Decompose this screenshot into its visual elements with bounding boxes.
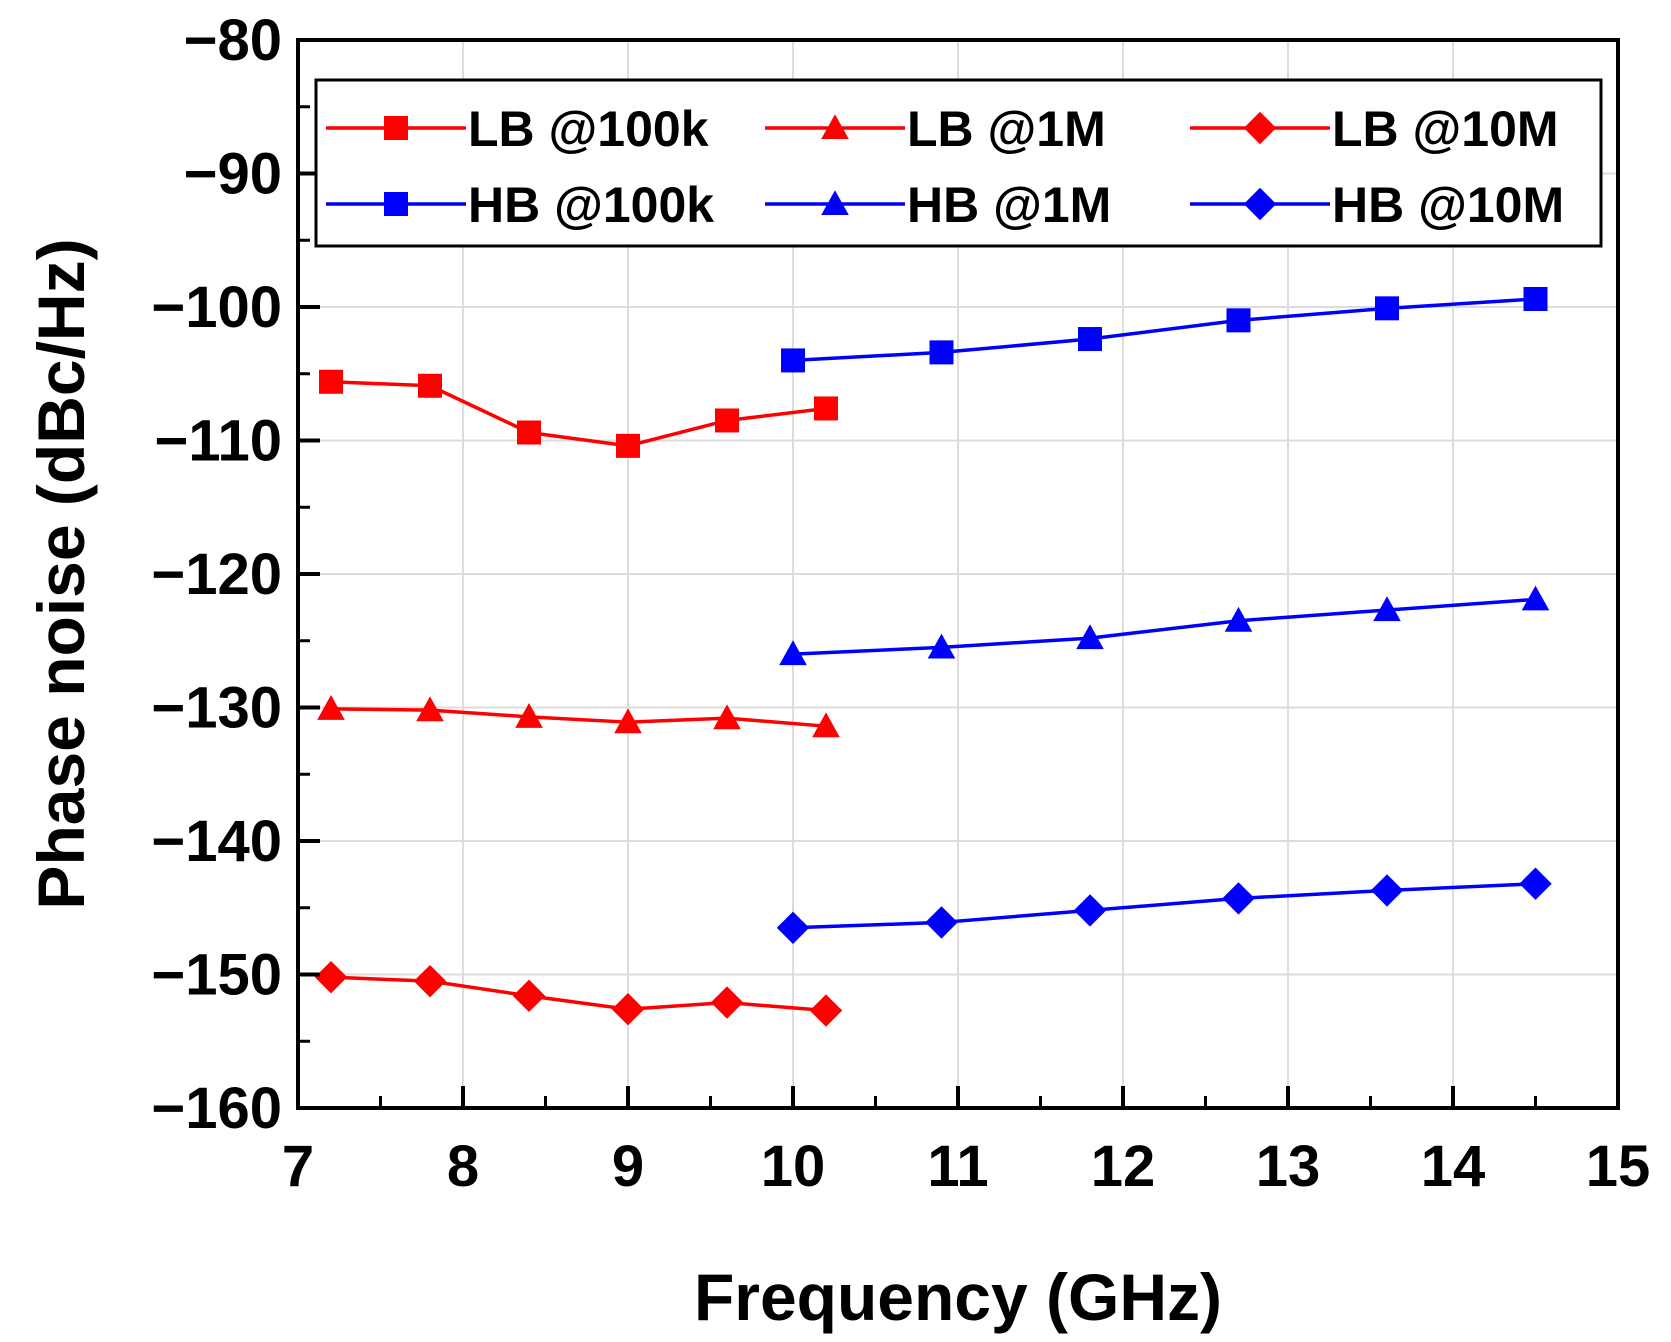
data-point [715, 408, 739, 433]
legend-item: LB @10M [1190, 101, 1559, 157]
x-tick-label: 12 [1091, 1134, 1156, 1199]
series-line [330, 707, 827, 728]
series-5 [776, 867, 1552, 944]
y-tick-label: −90 [184, 142, 282, 207]
data-point [517, 420, 541, 445]
data-point [1375, 296, 1399, 321]
data-point [779, 640, 807, 666]
data-point [515, 703, 543, 728]
legend-label: LB @1M [907, 101, 1106, 157]
y-axis-title: Phase noise (dBc/Hz) [24, 238, 98, 909]
legend-marker [1243, 187, 1277, 221]
legend: LB @100k LB @1M LB @10M HB @100k HB @1M HB @1… [314, 78, 1603, 248]
data-point [611, 993, 645, 1026]
data-point [512, 979, 546, 1013]
data-point [1222, 882, 1255, 915]
data-point [1224, 606, 1253, 632]
data-point [781, 348, 805, 373]
data-point [925, 906, 958, 939]
data-point [776, 911, 810, 944]
data-point [319, 369, 343, 394]
data-point [814, 396, 838, 421]
y-tick-label: −160 [151, 1076, 282, 1141]
axis-ticks [296, 38, 1620, 1110]
legend-item: HB @100k [326, 177, 714, 233]
data-point [1373, 596, 1401, 622]
x-tick-label: 9 [612, 1134, 644, 1199]
data-point [1519, 867, 1552, 900]
y-tick-label: −150 [151, 943, 282, 1008]
x-tick-label: 8 [447, 1134, 479, 1199]
legend-marker [384, 192, 408, 216]
data-point [314, 960, 348, 994]
data-point [812, 712, 840, 738]
legend-marker [1243, 111, 1277, 145]
series-line [792, 297, 1536, 363]
x-tick-label: 7 [282, 1134, 314, 1199]
legend-marker [821, 190, 849, 216]
y-tick-labels: −80 −90 −100 −110 −120 −130 −140 −150 −160 [151, 8, 282, 1141]
series-line [330, 975, 827, 1013]
legend-box [314, 78, 1603, 248]
legend-marker [821, 114, 849, 140]
series-line [792, 881, 1536, 930]
series-3 [781, 286, 1548, 373]
data-point [927, 633, 956, 659]
data-point [1521, 585, 1550, 611]
y-tick-label: −100 [151, 275, 282, 340]
legend-marker [384, 116, 408, 140]
series-line [330, 380, 827, 448]
legend-item: HB @1M [765, 177, 1111, 233]
data-point [1073, 894, 1107, 927]
data-point [614, 708, 642, 734]
y-tick-label: −80 [184, 8, 282, 73]
y-tick-label: −130 [151, 676, 282, 741]
legend-label: LB @10M [1332, 101, 1559, 157]
legend-item: LB @100k [326, 101, 709, 157]
data-point [317, 695, 345, 720]
x-axis-title: Frequency (GHz) [694, 1260, 1222, 1334]
data-point [616, 433, 640, 458]
data-point [713, 704, 741, 730]
data-point [413, 964, 447, 998]
x-tick-label: 13 [1256, 1134, 1321, 1199]
data-point [418, 373, 442, 398]
data-point [710, 986, 744, 1019]
x-tick-label: 14 [1421, 1134, 1486, 1199]
data-point [809, 994, 843, 1027]
legend-label: LB @100k [468, 101, 709, 157]
x-tick-labels: 7 8 9 10 11 12 13 14 15 [282, 1134, 1650, 1199]
legend-item: LB @1M [765, 101, 1106, 157]
x-tick-label: 11 [927, 1134, 988, 1199]
series-0 [319, 369, 838, 458]
series-4 [779, 585, 1550, 666]
data-point [416, 696, 444, 722]
series-2 [314, 960, 843, 1027]
data-point [1078, 327, 1102, 352]
legend-label: HB @100k [468, 177, 714, 233]
x-tick-label: 10 [761, 1134, 826, 1199]
y-tick-label: −120 [151, 542, 282, 607]
series-1 [317, 695, 840, 738]
data-point [1370, 874, 1404, 907]
data-point [1076, 624, 1104, 650]
y-tick-label: −140 [151, 809, 282, 874]
legend-label: HB @10M [1332, 177, 1564, 233]
x-tick-label: 15 [1586, 1134, 1651, 1199]
legend-item: HB @10M [1190, 177, 1564, 233]
data-point [929, 340, 954, 365]
data-point [1226, 308, 1251, 333]
series-layer [314, 286, 1552, 1027]
legend-label: HB @1M [907, 177, 1111, 233]
data-point [1523, 286, 1548, 311]
y-tick-label: −110 [155, 409, 282, 474]
series-line [792, 597, 1536, 656]
